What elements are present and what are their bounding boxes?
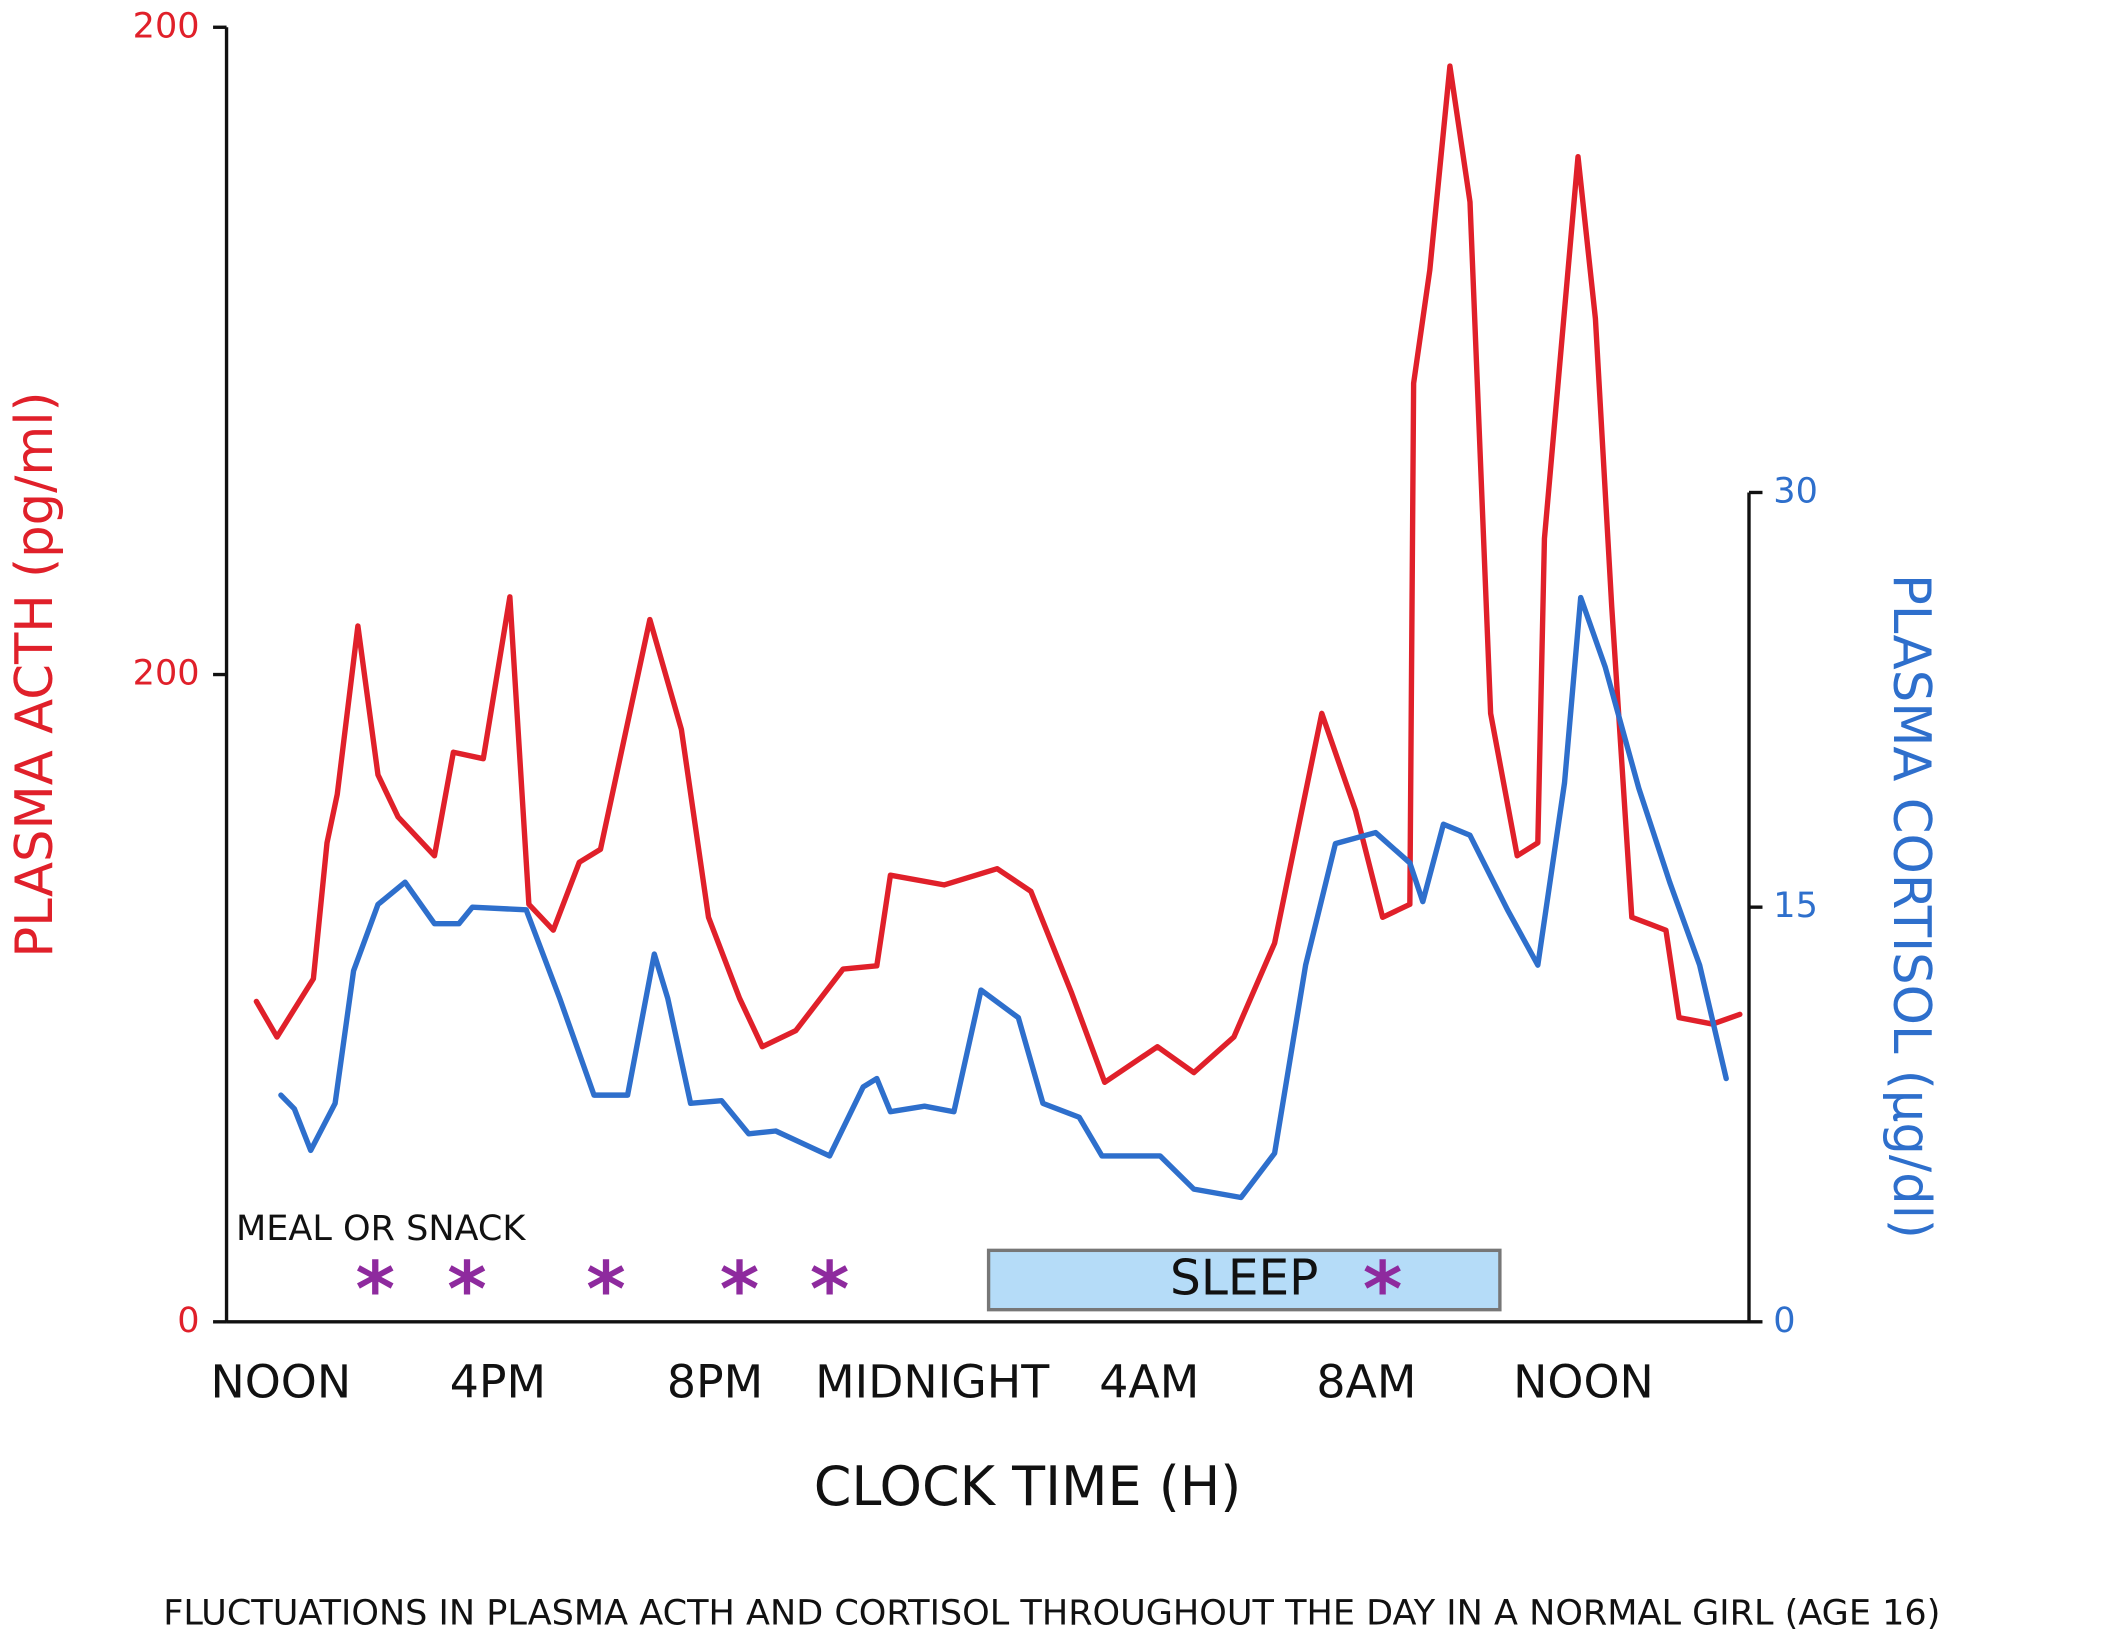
series-line [278, 594, 1729, 1201]
y-axis-title: PLASMA ACTH (pg/ml) [5, 391, 65, 957]
y-tick-label: 0 [177, 1300, 199, 1341]
meal-marker: * [810, 1245, 849, 1333]
y-tick-label: 200 [133, 5, 200, 46]
series-line [253, 63, 1743, 1086]
y2-tick-label: 15 [1773, 885, 1818, 926]
x-tick-label: NOON [210, 1355, 351, 1409]
x-tick-label: 4AM [1099, 1355, 1199, 1409]
x-tick-label: NOON [1513, 1355, 1654, 1409]
meal-marker: * [1363, 1245, 1402, 1333]
meal-marker: * [586, 1245, 625, 1333]
y-tick-label: 200 [133, 653, 200, 694]
x-tick-label: 8AM [1316, 1355, 1416, 1409]
y2-axis-title: PLASMA CORTISOL (µg/dl) [1881, 574, 1941, 1239]
meal-marker: * [720, 1245, 759, 1333]
meal-label: MEAL OR SNACK [236, 1208, 526, 1249]
meal-marker: * [447, 1245, 486, 1333]
sleep-box [986, 1248, 1502, 1312]
caption: FLUCTUATIONS IN PLASMA ACTH AND CORTISOL… [163, 1592, 1940, 1633]
x-tick-label: 4PM [450, 1355, 546, 1409]
x-tick-label: 8PM [667, 1355, 763, 1409]
y2-tick-label: 30 [1773, 470, 1818, 511]
sleep-label: SLEEP [1170, 1250, 1318, 1306]
x-axis-title: CLOCK TIME (H) [814, 1455, 1242, 1518]
y2-tick-label: 0 [1773, 1300, 1795, 1341]
x-tick-label: MIDNIGHT [815, 1355, 1050, 1409]
meal-marker: * [356, 1245, 395, 1333]
